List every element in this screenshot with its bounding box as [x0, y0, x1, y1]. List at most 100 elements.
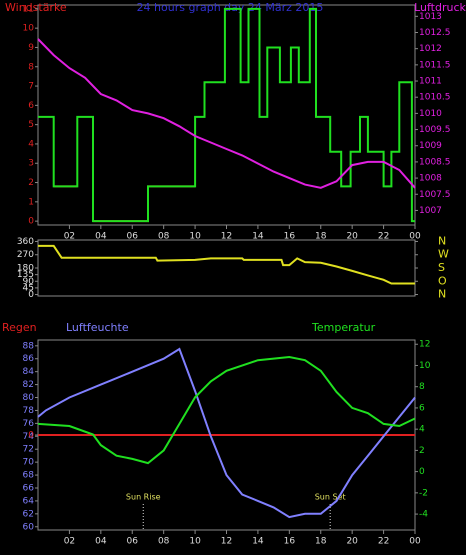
x-tick-label: 00 [409, 537, 421, 547]
y-tick-label: 1009.5 [419, 125, 451, 135]
y-tick-label: 1007.5 [419, 190, 451, 200]
y-tick-label: 2 [28, 178, 34, 188]
y-tick-label: 5 [28, 120, 34, 130]
y-tick-label: 1013 [419, 12, 442, 22]
x-tick-label: 08 [158, 537, 170, 547]
x-tick-label: 04 [95, 537, 107, 547]
y-tick-label: 4 [28, 139, 34, 149]
y-tick-label: 76 [23, 419, 35, 429]
y-tick-label: 3 [28, 159, 34, 169]
y-tick-label: 9 [28, 43, 34, 53]
direction-label: O [438, 274, 447, 287]
y-tick-label: 72 [23, 445, 34, 455]
y-tick-label: 1008 [419, 174, 442, 184]
y-tick-label: 1 [28, 197, 34, 207]
x-tick-label: 22 [378, 232, 389, 242]
y2-axis-label: Temperatur [311, 321, 376, 334]
direction-label: S [438, 261, 445, 274]
y-tick-label: 1012 [419, 44, 442, 54]
y-tick-label: 10 [23, 24, 35, 34]
y-tick-label: 78 [23, 406, 35, 416]
y-tick-label: 11 [23, 4, 34, 14]
x-tick-label: 04 [95, 232, 107, 242]
plot-frame [37, 4, 416, 226]
y-tick-label: 45 [23, 283, 34, 293]
y-tick-label: 70 [23, 458, 35, 468]
y-tick-label: 1010.5 [419, 93, 451, 103]
x-tick-label: 14 [252, 232, 264, 242]
y-tick-label: 1010 [419, 109, 442, 119]
y-tick-label: 8 [28, 62, 34, 72]
y-tick-label: 66 [23, 483, 35, 493]
x-tick-label: 12 [221, 537, 232, 547]
y-tick-label: 4 [419, 425, 425, 435]
y-tick-label: 135 [17, 270, 34, 280]
x-tick-label: 22 [378, 537, 389, 547]
x-tick-label: 14 [252, 537, 264, 547]
y2-axis-label: Luftdruck [414, 1, 466, 14]
y-axis-label: Luftfeuchte [66, 321, 129, 334]
y-tick-label: 62 [23, 509, 34, 519]
x-tick-label: 10 [189, 537, 201, 547]
y-tick-label: 1009 [419, 141, 442, 151]
y-axis-label: Windstärke [5, 1, 67, 14]
y-tick-label: 88 [23, 341, 35, 351]
series-line [38, 244, 415, 285]
x-tick-label: 20 [346, 232, 358, 242]
y-tick-label: 1008.5 [419, 157, 451, 167]
y-tick-label: 8 [419, 382, 425, 392]
y-tick-label: -2 [419, 488, 428, 498]
y-tick-label: 360 [17, 237, 34, 247]
x-tick-label: 18 [315, 537, 327, 547]
y-tick-label: 6 [28, 101, 34, 111]
y-tick-label: 84 [23, 367, 35, 377]
chart-title: 24 hours graph day 24 März 2015 [137, 1, 324, 14]
x-tick-label: 02 [64, 537, 75, 547]
y-tick-label: 1011.5 [419, 60, 451, 70]
y-tick-label: 10 [419, 361, 431, 371]
annotation: Sun Set [315, 493, 346, 502]
y-tick-label: 1007 [419, 206, 442, 216]
y-tick-label: 82 [23, 380, 34, 390]
x-tick-label: 02 [64, 232, 75, 242]
y-tick-label: 2 [419, 446, 425, 456]
y-tick-label: 64 [23, 496, 35, 506]
y-tick-label: 0 [419, 467, 425, 477]
y-tick-label: 68 [23, 471, 35, 481]
y3-axis-label: Regen [2, 321, 37, 334]
series-line [37, 355, 416, 465]
series-line [53, 185, 196, 223]
direction-label: W [438, 248, 449, 261]
y-tick-label: 0 [28, 217, 34, 227]
x-tick-label: 08 [158, 232, 170, 242]
series-line [37, 347, 416, 519]
y-tick-label: 0 [28, 431, 34, 441]
annotation: Sun Rise [126, 493, 161, 502]
series-line [38, 7, 415, 223]
y-tick-label: -4 [419, 510, 428, 520]
direction-label: N [438, 234, 446, 247]
x-tick-label: 06 [127, 537, 139, 547]
x-tick-label: 10 [189, 232, 201, 242]
y-tick-label: 80 [23, 393, 35, 403]
y-tick-label: 1011 [419, 77, 442, 87]
x-tick-label: 16 [284, 232, 296, 242]
x-tick-label: 20 [346, 537, 358, 547]
y-tick-label: 7 [28, 82, 34, 92]
y-tick-label: 0 [28, 290, 34, 300]
y-tick-label: 6 [419, 403, 425, 413]
y-tick-label: 270 [17, 250, 34, 260]
direction-label: N [438, 288, 446, 301]
y-tick-label: 90 [23, 277, 35, 287]
y-tick-label: 1012.5 [419, 28, 451, 38]
x-tick-label: 06 [127, 232, 139, 242]
y-tick-label: 12 [419, 340, 430, 350]
y-tick-label: 86 [23, 354, 35, 364]
y-tick-label: 180 [17, 264, 34, 274]
series-line [37, 38, 416, 189]
x-tick-label: 18 [315, 232, 327, 242]
y-tick-label: 74 [23, 432, 35, 442]
x-tick-label: 00 [409, 232, 421, 242]
x-tick-label: 16 [284, 537, 296, 547]
